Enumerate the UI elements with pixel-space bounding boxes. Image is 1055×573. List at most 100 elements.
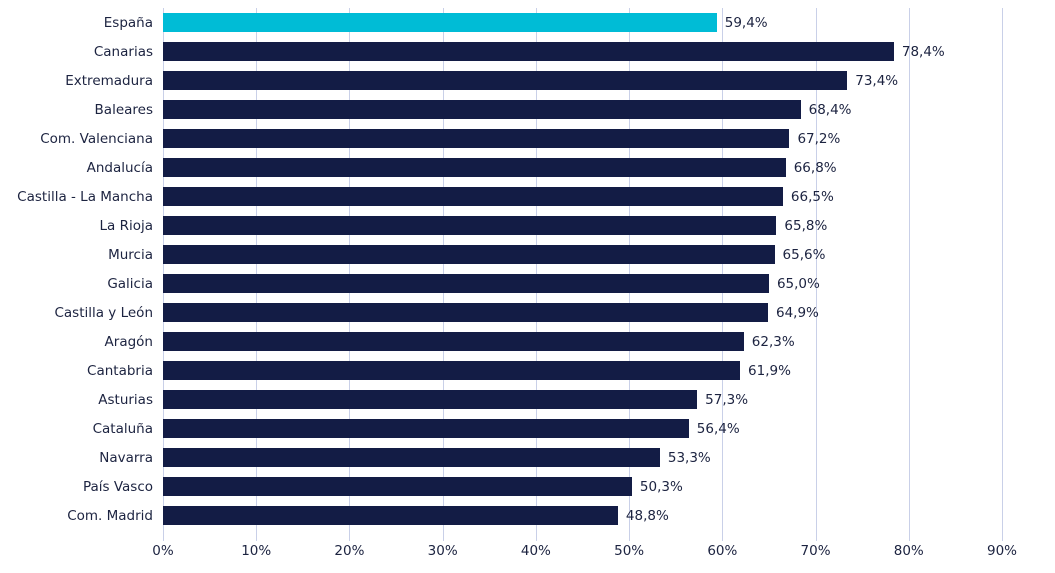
category-label: Cantabria	[87, 362, 153, 379]
value-label: 56,4%	[696, 420, 740, 437]
category-label: Extremadura	[65, 72, 153, 89]
chart-row: Galicia 65,0%	[0, 269, 1055, 298]
bar-track: 66,8%	[163, 153, 1055, 182]
bar-track: 62,3%	[163, 327, 1055, 356]
x-tick-label: 20%	[334, 543, 365, 559]
bar-track: 67,2%	[163, 124, 1055, 153]
chart-row: Asturias 57,3%	[0, 385, 1055, 414]
bar	[163, 361, 741, 380]
category-label: La Rioja	[99, 217, 154, 234]
value-label: 65,0%	[776, 275, 820, 292]
value-label: 65,8%	[784, 217, 828, 234]
bar-track: 57,3%	[163, 385, 1055, 414]
value-label: 64,9%	[776, 304, 819, 321]
category-label: Castilla - La Mancha	[17, 188, 153, 205]
category-label: Canarias	[93, 43, 153, 60]
value-label: 78,4%	[901, 43, 945, 60]
value-label: 61,9%	[748, 362, 791, 379]
value-label: 48,8%	[625, 507, 669, 524]
chart-row: España 59,4%	[0, 8, 1055, 37]
bar	[163, 303, 768, 322]
category-label: Castilla y León	[54, 304, 153, 321]
bar-track: 50,3%	[163, 472, 1055, 501]
x-tick-label: 70%	[800, 543, 831, 559]
bar-track: 65,8%	[163, 211, 1055, 240]
bar	[163, 42, 894, 61]
bar-track: 48,8%	[163, 501, 1055, 530]
bar-track: 66,5%	[163, 182, 1055, 211]
bar	[163, 477, 632, 496]
chart-row: La Rioja 65,8%	[0, 211, 1055, 240]
bar	[163, 332, 744, 351]
bar-track: 68,4%	[163, 95, 1055, 124]
bar-track: 78,4%	[163, 37, 1055, 66]
bar-track: 73,4%	[163, 66, 1055, 95]
category-label: Navarra	[99, 449, 153, 466]
value-label: 62,3%	[751, 333, 795, 350]
value-label: 65,6%	[782, 246, 826, 263]
x-tick-label: 0%	[152, 543, 174, 559]
chart-row: Cataluña 56,4%	[0, 414, 1055, 443]
bar	[163, 419, 689, 438]
category-label: Com. Madrid	[67, 507, 153, 524]
bar-highlight	[163, 13, 717, 32]
chart-row: Extremadura 73,4%	[0, 66, 1055, 95]
bar	[163, 448, 660, 467]
chart-row: Castilla y León 64,9%	[0, 298, 1055, 327]
chart-row: Com. Valenciana 67,2%	[0, 124, 1055, 153]
value-label: 67,2%	[797, 130, 841, 147]
value-label: 66,5%	[790, 188, 834, 205]
bar	[163, 71, 848, 90]
value-label: 66,8%	[793, 159, 837, 176]
category-label: Murcia	[108, 246, 153, 263]
x-axis: 0% 10% 20% 30% 40% 50% 60% 70% 80% 90%	[152, 543, 1017, 563]
chart-row: Castilla - La Mancha 66,5%	[0, 182, 1055, 211]
value-label: 73,4%	[855, 72, 899, 89]
value-label: 68,4%	[808, 101, 852, 118]
x-tick-label: 90%	[986, 543, 1018, 559]
value-label: 59,4%	[724, 14, 768, 31]
bar	[163, 245, 775, 264]
bar-track: 59,4%	[163, 8, 1055, 37]
chart-row: Com. Madrid 48,8%	[0, 501, 1055, 530]
bar-track: 56,4%	[163, 414, 1055, 443]
value-label: 53,3%	[667, 449, 711, 466]
x-tick-label: 10%	[241, 543, 272, 559]
chart-row: Andalucía 66,8%	[0, 153, 1055, 182]
bar-track: 65,0%	[163, 269, 1055, 298]
category-label: España	[103, 14, 153, 31]
chart-row: País Vasco 50,3%	[0, 472, 1055, 501]
x-tick-label: 60%	[707, 543, 738, 559]
category-label: Andalucía	[86, 159, 153, 176]
category-label: Asturias	[98, 391, 153, 408]
bar-track: 61,9%	[163, 356, 1055, 385]
value-label: 57,3%	[705, 391, 749, 408]
bar	[163, 129, 790, 148]
chart-row: Murcia 65,6%	[0, 240, 1055, 269]
category-label: Baleares	[94, 101, 153, 118]
category-label: Com. Valenciana	[40, 130, 153, 147]
bar-track: 64,9%	[163, 298, 1055, 327]
bar-track: 53,3%	[163, 443, 1055, 472]
bar	[163, 390, 698, 409]
x-tick-label: 50%	[614, 543, 645, 559]
bar	[163, 274, 769, 293]
x-tick-label: 30%	[427, 543, 458, 559]
chart-row: Canarias 78,4%	[0, 37, 1055, 66]
bar	[163, 187, 783, 206]
chart-row: Baleares 68,4%	[0, 95, 1055, 124]
x-tick-label: 80%	[893, 543, 924, 559]
chart-row: Aragón 62,3%	[0, 327, 1055, 356]
chart-row: Cantabria 61,9%	[0, 356, 1055, 385]
bars-area: España 59,4% Canarias 78,4% Extremadura 73,4%…	[0, 8, 1055, 530]
bar	[163, 506, 618, 525]
category-label: País Vasco	[82, 478, 153, 495]
bar	[163, 216, 777, 235]
x-tick-label: 40%	[520, 543, 551, 559]
chart-row: Navarra 53,3%	[0, 443, 1055, 472]
category-label: Galicia	[107, 275, 153, 292]
bar	[163, 100, 801, 119]
value-label: 50,3%	[639, 478, 683, 495]
category-label: Aragón	[104, 333, 153, 350]
